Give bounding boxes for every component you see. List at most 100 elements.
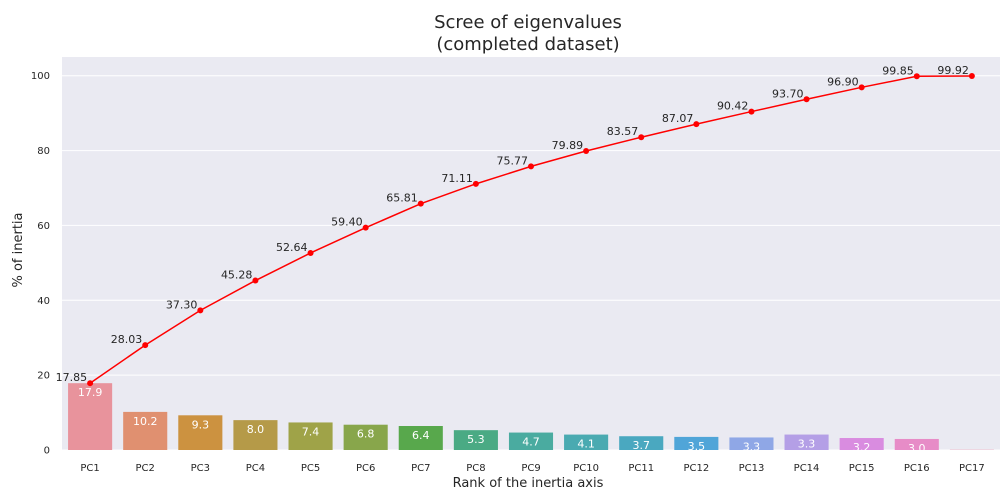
bar-value-label: 8.0 bbox=[247, 423, 265, 436]
y-tick-labels: 0 20 40 60 80 100 bbox=[31, 71, 50, 456]
x-tick-label: PC3 bbox=[191, 463, 210, 474]
cumulative-point bbox=[472, 180, 479, 187]
bar bbox=[288, 422, 333, 450]
bar bbox=[178, 415, 223, 450]
x-tick-label: PC4 bbox=[246, 463, 265, 474]
cumulative-point bbox=[913, 73, 920, 80]
x-tick-label: PC13 bbox=[739, 463, 765, 474]
cumulative-value-label: 65.81 bbox=[386, 192, 418, 205]
x-tick-label: PC16 bbox=[904, 463, 930, 474]
x-tick-label: PC10 bbox=[573, 463, 599, 474]
cumulative-point bbox=[858, 84, 865, 91]
cumulative-value-label: 99.85 bbox=[882, 64, 914, 77]
bar-value-label: 3.3 bbox=[743, 440, 761, 453]
cumulative-value-label: 37.30 bbox=[166, 298, 198, 311]
bar-value-label: 3.0 bbox=[908, 442, 926, 455]
cumulative-point bbox=[87, 380, 94, 387]
x-tick-label: PC7 bbox=[411, 463, 430, 474]
bar bbox=[839, 438, 884, 450]
x-axis-label: Rank of the inertia axis bbox=[453, 476, 604, 491]
cumulative-value-label: 17.85 bbox=[56, 371, 88, 384]
bar bbox=[343, 424, 388, 450]
y-tick-label: 80 bbox=[37, 146, 50, 157]
cumulative-value-label: 99.92 bbox=[937, 64, 969, 77]
x-tick-label: PC5 bbox=[301, 463, 320, 474]
bar-labels: 17.9 10.2 9.3 8.0 7.4 6.8 6.4 5.3 4.7 4.1 3.7 3.5 3.… bbox=[78, 386, 926, 455]
bar-value-label: 6.8 bbox=[357, 428, 375, 441]
y-tick-label: 60 bbox=[37, 221, 50, 232]
y-axis-label: % of inertia bbox=[11, 212, 26, 287]
bar bbox=[784, 434, 829, 450]
cumulative-value-label: 79.89 bbox=[552, 139, 584, 152]
cumulative-value-label: 71.11 bbox=[441, 172, 473, 185]
cumulative-value-label: 75.77 bbox=[497, 154, 529, 167]
y-tick-label: 100 bbox=[31, 71, 50, 82]
bar bbox=[729, 437, 774, 450]
cumulative-value-label: 96.90 bbox=[827, 75, 859, 88]
bar-value-label: 3.3 bbox=[798, 438, 816, 451]
cumulative-value-label: 45.28 bbox=[221, 269, 253, 282]
cumulative-point bbox=[638, 134, 645, 141]
cumulative-point bbox=[803, 96, 810, 103]
bar bbox=[508, 432, 554, 450]
cumulative-point bbox=[307, 249, 314, 256]
x-tick-label: PC12 bbox=[683, 463, 709, 474]
x-tick-label: PC17 bbox=[959, 463, 985, 474]
cumulative-point bbox=[693, 121, 700, 128]
cumulative-value-label: 90.42 bbox=[717, 100, 749, 113]
y-tick-label: 40 bbox=[37, 296, 50, 307]
bar-value-label: 3.7 bbox=[632, 439, 650, 452]
cumulative-value-label: 59.40 bbox=[331, 216, 363, 229]
y-tick-label: 0 bbox=[44, 446, 50, 457]
bar bbox=[453, 430, 498, 450]
bar bbox=[68, 383, 113, 450]
bar-value-label: 6.4 bbox=[412, 429, 430, 442]
cumulative-point bbox=[252, 277, 259, 284]
bar-value-label: 9.3 bbox=[192, 418, 210, 431]
bar bbox=[233, 420, 278, 450]
chart-title-line2: (completed dataset) bbox=[436, 34, 619, 55]
bar bbox=[123, 411, 168, 450]
x-tick-label: PC9 bbox=[521, 463, 540, 474]
bar-value-label: 17.9 bbox=[78, 386, 103, 399]
cumulative-point bbox=[417, 200, 424, 207]
bar-value-label: 3.2 bbox=[853, 441, 871, 454]
bar-value-label: 4.1 bbox=[577, 438, 595, 451]
bar-value-label: 3.5 bbox=[688, 440, 706, 453]
bar-value-label: 5.3 bbox=[467, 433, 485, 446]
x-tick-label: PC2 bbox=[136, 463, 155, 474]
cumulative-point bbox=[142, 342, 149, 349]
bar bbox=[619, 436, 664, 450]
cumulative-value-label: 52.64 bbox=[276, 241, 308, 254]
y-tick-label: 20 bbox=[37, 371, 50, 382]
cumulative-point bbox=[528, 163, 534, 170]
cumulative-value-label: 93.70 bbox=[772, 87, 804, 100]
cumulative-point bbox=[197, 307, 204, 314]
bar bbox=[674, 436, 719, 450]
cumulative-line-group bbox=[87, 73, 975, 387]
bar-value-label: 7.4 bbox=[302, 425, 320, 438]
cumulative-point bbox=[968, 73, 975, 80]
x-tick-label: PC14 bbox=[794, 463, 820, 474]
cumulative-value-label: 28.03 bbox=[111, 333, 143, 346]
cumulative-labels: 17.85 28.03 37.30 45.28 52.64 59.40 65.81 71.11… bbox=[56, 64, 969, 384]
cumulative-value-label: 83.57 bbox=[607, 125, 639, 138]
x-tick-label: PC8 bbox=[466, 463, 485, 474]
bar bbox=[564, 434, 609, 450]
cumulative-point bbox=[748, 108, 755, 115]
x-tick-label: PC1 bbox=[80, 463, 99, 474]
bars bbox=[68, 383, 994, 450]
cumulative-point bbox=[362, 224, 369, 231]
cumulative-value-label: 87.07 bbox=[662, 112, 694, 125]
x-tick-label: PC6 bbox=[356, 463, 375, 474]
x-tick-labels: PC1 PC2 PC3 PC4 PC5 PC6 PC7 PC8 PC9 PC10 PC11 PC12 P… bbox=[80, 463, 984, 474]
bar bbox=[398, 426, 443, 450]
x-tick-label: PC15 bbox=[849, 463, 875, 474]
cumulative-point bbox=[583, 147, 590, 154]
x-tick-label: PC11 bbox=[628, 463, 654, 474]
bar bbox=[894, 438, 939, 450]
plot-background bbox=[62, 57, 1000, 450]
bar-value-label: 10.2 bbox=[133, 415, 158, 428]
